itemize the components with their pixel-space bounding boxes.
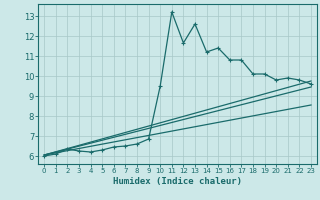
X-axis label: Humidex (Indice chaleur): Humidex (Indice chaleur) (113, 177, 242, 186)
